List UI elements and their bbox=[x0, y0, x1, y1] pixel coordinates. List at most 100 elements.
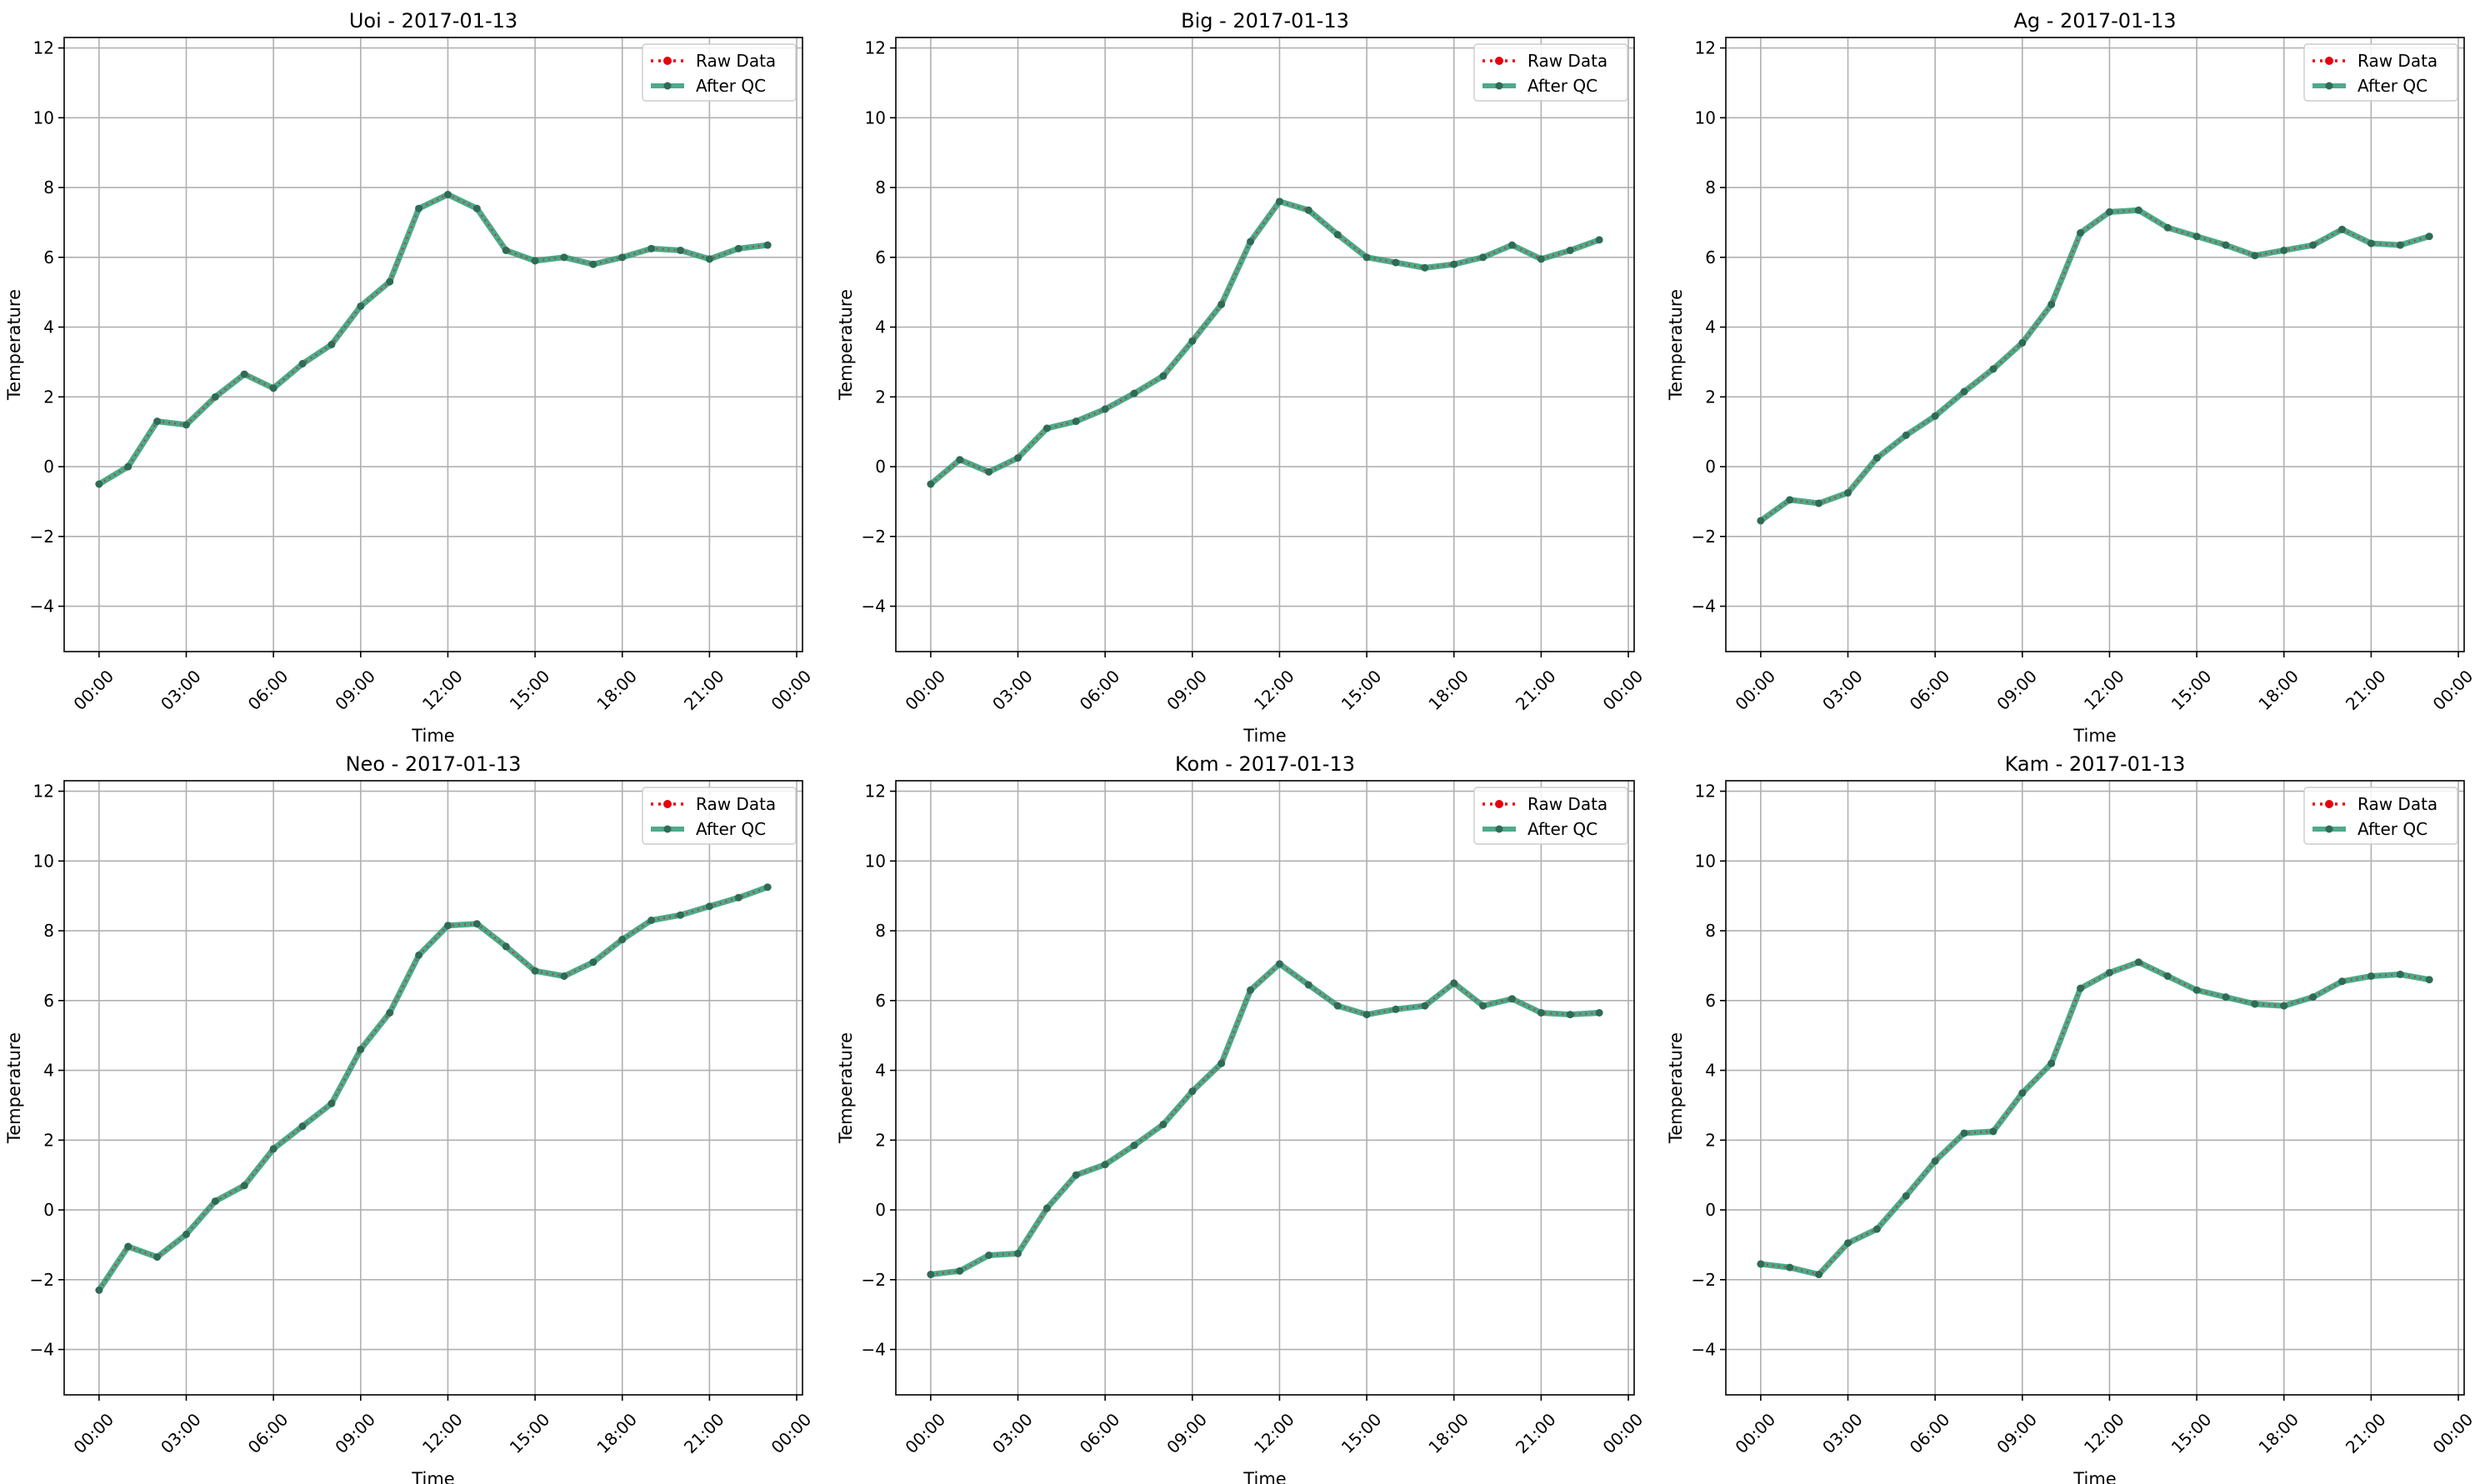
data-point bbox=[648, 917, 656, 924]
series-raw-data-line bbox=[1760, 209, 2430, 522]
data-point bbox=[560, 972, 568, 980]
data-point bbox=[560, 253, 568, 262]
data-point bbox=[2338, 225, 2346, 233]
data-point bbox=[2367, 972, 2375, 980]
legend: Raw Data After QC bbox=[1473, 43, 1628, 102]
data-point bbox=[2134, 206, 2142, 214]
data-point bbox=[1333, 1002, 1342, 1010]
y-tick-label: 12 bbox=[1695, 782, 1716, 802]
data-point bbox=[2163, 972, 2172, 980]
legend-raw-label: Raw Data bbox=[696, 794, 776, 814]
y-tick-label: 12 bbox=[1695, 38, 1716, 58]
y-tick-label: 10 bbox=[1695, 851, 1716, 871]
chart-title: Ag - 2017-01-13 bbox=[2013, 9, 2176, 32]
data-point bbox=[956, 456, 964, 464]
x-tick-label: 12:00 bbox=[2080, 1409, 2128, 1457]
data-point bbox=[956, 1267, 964, 1275]
legend-raw-marker bbox=[1495, 57, 1503, 65]
chart-title: Uoi - 2017-01-13 bbox=[349, 9, 518, 32]
y-tick-label: 4 bbox=[875, 317, 886, 337]
y-tick-label: 0 bbox=[43, 1200, 54, 1220]
y-tick-label: 2 bbox=[43, 387, 54, 407]
x-tick-label: 12:00 bbox=[1250, 666, 1298, 714]
y-tick-label: −2 bbox=[862, 1270, 886, 1290]
x-axis-label: Time bbox=[411, 1469, 454, 1484]
data-point bbox=[618, 253, 627, 262]
x-tick-label: 00:00 bbox=[69, 666, 118, 714]
data-point bbox=[1159, 1120, 1168, 1128]
y-axis-label: Temperature bbox=[836, 289, 856, 401]
data-point bbox=[927, 480, 935, 488]
x-tick-label: 18:00 bbox=[2254, 1409, 2302, 1457]
data-point bbox=[2280, 246, 2288, 254]
legend-raw-marker bbox=[1495, 800, 1503, 808]
chart-panel: −4 −2 0 2 4 6 8 10 12 00:00 03:00 06:00 09:00 12:00 15… bbox=[836, 752, 1647, 1484]
legend: Raw Data After QC bbox=[642, 43, 797, 102]
data-point bbox=[1902, 431, 1910, 439]
data-point bbox=[1188, 337, 1197, 345]
data-point bbox=[153, 1253, 162, 1262]
y-tick-label: 10 bbox=[33, 107, 54, 127]
data-point bbox=[705, 902, 713, 911]
y-tick-label: 8 bbox=[1705, 921, 1716, 941]
x-tick-label: 21:00 bbox=[2342, 1409, 2390, 1457]
data-point bbox=[1304, 981, 1312, 989]
y-tick-label: 12 bbox=[33, 782, 54, 802]
y-tick-label: 0 bbox=[875, 457, 886, 477]
x-tick-label: 00:00 bbox=[1731, 666, 1779, 714]
data-point bbox=[1872, 454, 1881, 462]
data-point bbox=[2425, 976, 2433, 984]
y-tick-label: −4 bbox=[30, 1340, 54, 1360]
data-point bbox=[1815, 499, 1823, 507]
x-axis-label: Time bbox=[2072, 1469, 2116, 1484]
data-point bbox=[240, 370, 248, 378]
data-point bbox=[618, 936, 627, 944]
x-tick-label: 06:00 bbox=[244, 1409, 292, 1457]
data-point bbox=[472, 920, 481, 928]
data-point bbox=[1392, 258, 1400, 267]
data-point bbox=[1479, 1002, 1488, 1010]
x-axis-label: Time bbox=[1242, 726, 1286, 746]
y-tick-label: 2 bbox=[43, 1130, 54, 1150]
data-point bbox=[2425, 232, 2433, 241]
data-point bbox=[211, 392, 219, 401]
series-raw-data-line bbox=[98, 193, 768, 486]
legend-raw-marker bbox=[663, 57, 672, 65]
x-tick-label: 03:00 bbox=[1818, 1409, 1867, 1457]
data-point bbox=[472, 204, 481, 212]
data-point bbox=[211, 1197, 219, 1206]
legend-raw-label: Raw Data bbox=[2358, 794, 2438, 814]
y-tick-label: −4 bbox=[1692, 597, 1716, 617]
y-tick-label: −2 bbox=[30, 527, 54, 547]
plot-frame bbox=[895, 37, 1635, 652]
data-point bbox=[1757, 1260, 1765, 1268]
y-tick-label: 4 bbox=[1705, 317, 1716, 337]
legend-qc-label: After QC bbox=[696, 76, 766, 96]
data-point bbox=[1844, 488, 1852, 497]
data-point bbox=[1014, 1249, 1022, 1257]
y-tick-label: −4 bbox=[862, 597, 886, 617]
data-point bbox=[1130, 1142, 1138, 1150]
data-point bbox=[2192, 232, 2201, 241]
data-point bbox=[1421, 1002, 1429, 1010]
data-point bbox=[1362, 253, 1371, 262]
series-after-qc-line bbox=[96, 884, 769, 1292]
x-tick-label: 03:00 bbox=[988, 666, 1037, 714]
y-axis-label: Temperature bbox=[4, 289, 24, 401]
y-tick-label: 4 bbox=[1705, 1061, 1716, 1081]
data-point bbox=[1537, 1008, 1545, 1017]
data-point bbox=[386, 277, 394, 286]
data-point bbox=[415, 951, 423, 959]
x-tick-label: 09:00 bbox=[1992, 1409, 2041, 1457]
data-point bbox=[124, 1242, 132, 1251]
legend-qc-marker bbox=[2325, 82, 2333, 90]
data-point bbox=[357, 1045, 365, 1053]
data-point bbox=[357, 302, 365, 310]
x-tick-label: 06:00 bbox=[1076, 1409, 1124, 1457]
legend-qc-marker bbox=[1495, 825, 1503, 833]
y-tick-label: 8 bbox=[43, 921, 54, 941]
x-tick-label: 12:00 bbox=[418, 1409, 467, 1457]
plot-frame bbox=[1725, 780, 2465, 1396]
data-point bbox=[1872, 1225, 1881, 1233]
x-tick-label: 06:00 bbox=[244, 666, 292, 714]
